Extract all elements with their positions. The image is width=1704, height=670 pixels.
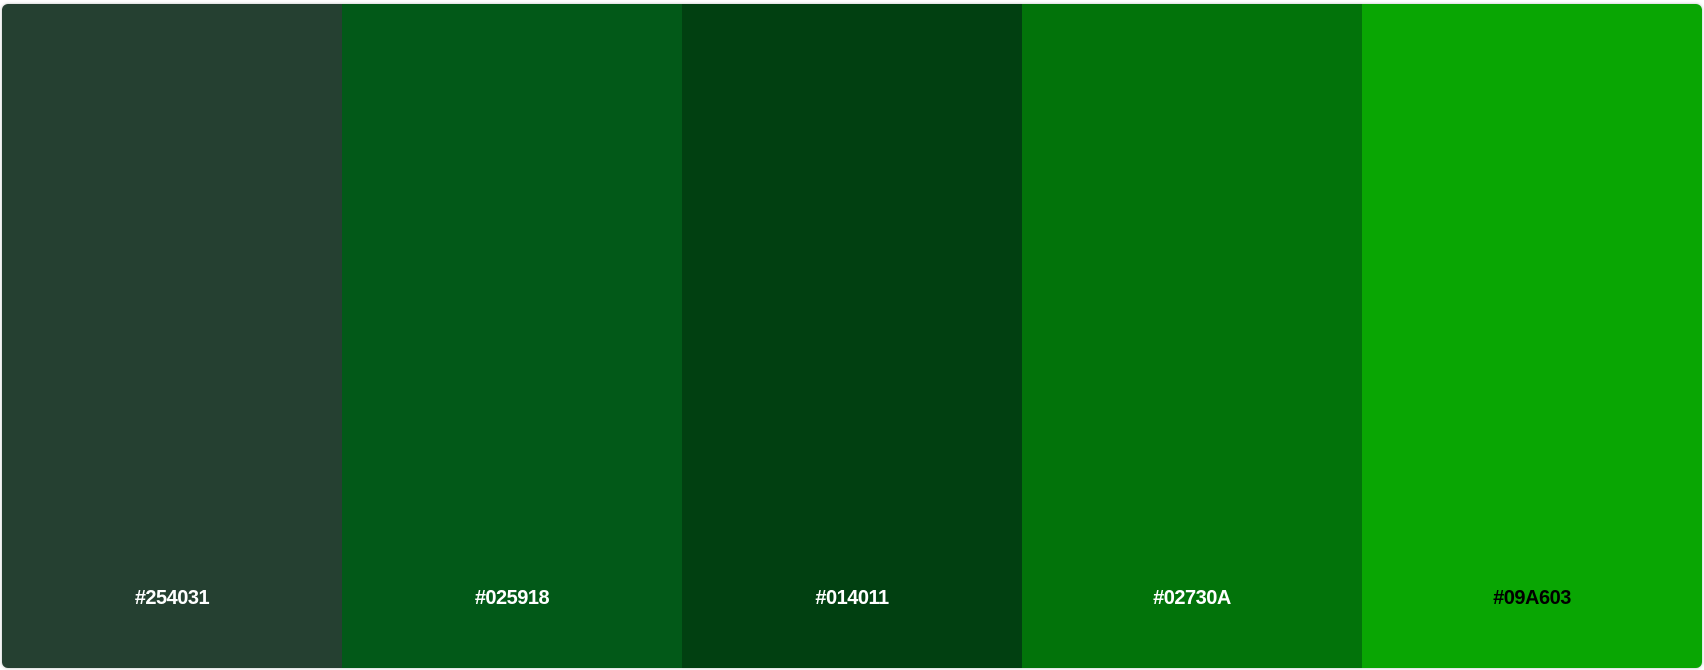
hex-code-label: #014011 bbox=[815, 587, 889, 609]
color-swatch-2[interactable]: #025918 bbox=[342, 4, 682, 668]
color-swatch-3[interactable]: #014011 bbox=[682, 4, 1022, 668]
color-palette: #254031 #025918 #014011 #02730A #09A603 bbox=[2, 4, 1702, 668]
hex-code-label: #254031 bbox=[134, 587, 210, 609]
color-swatch-4[interactable]: #02730A bbox=[1022, 4, 1362, 668]
color-swatch-5[interactable]: #09A603 bbox=[1362, 4, 1702, 668]
hex-code-label: #09A603 bbox=[1493, 587, 1571, 609]
hex-code-label: #025918 bbox=[474, 587, 550, 609]
hex-code-label: #02730A bbox=[1153, 587, 1231, 609]
color-swatch-1[interactable]: #254031 bbox=[2, 4, 342, 668]
